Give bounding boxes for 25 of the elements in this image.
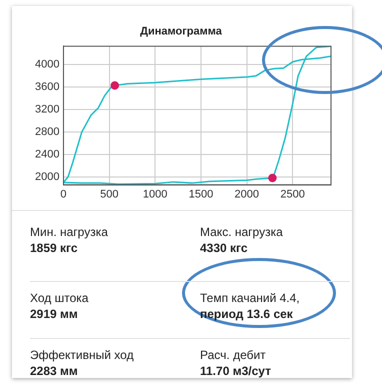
text: 2283 мм	[30, 363, 79, 379]
text: 2919 мм	[30, 306, 79, 322]
text: Мин. нагрузка	[30, 224, 109, 240]
y-tick-label: 4000	[34, 58, 60, 71]
text: период 13.6 сек	[200, 306, 294, 322]
x-tick-label: 500	[100, 188, 118, 200]
text: Эффективный ход	[30, 347, 135, 363]
x-tick-label: 0	[60, 188, 67, 200]
text: Макс. нагрузка	[200, 224, 284, 240]
text: Ход штока	[30, 290, 90, 306]
x-tick-label: 1500	[188, 188, 214, 200]
y-tick-label: 2800	[34, 126, 60, 138]
y-tick-label: 3600	[34, 81, 60, 94]
text: 4330 кгс	[200, 240, 249, 256]
y-tick-label: 3200	[34, 104, 60, 116]
x-tick-label: 2500	[280, 188, 305, 200]
text: 11.70 м3/сут	[200, 363, 272, 379]
x-tick-label: 1000	[142, 188, 168, 200]
y-tick-label: 2000	[34, 170, 60, 183]
text: 1859 кгс	[30, 240, 79, 256]
chart-title: Динамограмма	[140, 26, 223, 38]
y-tick-label: 2400	[34, 148, 60, 160]
x-tick-label: 2000	[234, 188, 260, 200]
text: Темп качаний 4.4,	[200, 290, 301, 306]
text: Расч. дебит	[200, 347, 267, 363]
